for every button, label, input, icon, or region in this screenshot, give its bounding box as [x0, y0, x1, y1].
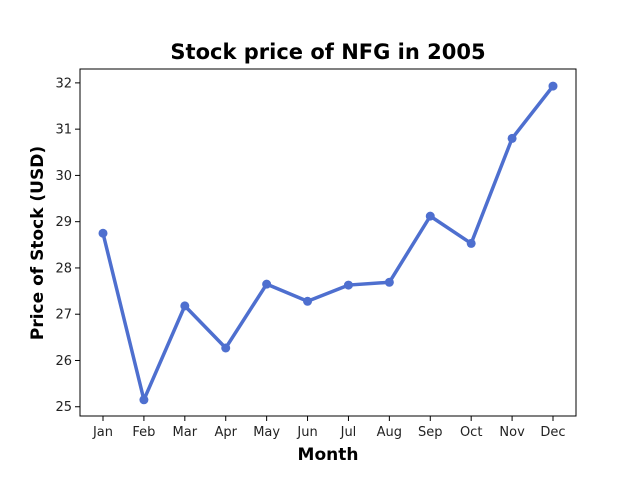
x-tick-label: Dec [540, 425, 565, 440]
data-point [466, 238, 476, 248]
data-point [425, 211, 435, 221]
x-tick-label: Jan [92, 425, 113, 440]
x-tick-label: Sep [418, 425, 443, 440]
data-point [548, 81, 558, 91]
y-tick-label: 31 [55, 123, 72, 138]
x-tick-label: Jul [340, 425, 357, 440]
y-tick-label: 25 [55, 400, 72, 415]
data-point [507, 133, 517, 143]
x-tick-label: Feb [132, 425, 155, 440]
y-axis-label: Price of Stock (USD) [28, 146, 48, 340]
x-tick-label: Jun [296, 425, 317, 440]
y-tick-label: 30 [55, 169, 72, 184]
x-tick-label: Nov [499, 425, 525, 440]
data-point [262, 279, 272, 289]
data-point [139, 395, 149, 405]
x-tick-label: May [253, 425, 280, 440]
x-tick-label: Apr [214, 425, 237, 440]
x-tick-label: Aug [377, 425, 402, 440]
x-axis-label: Month [298, 445, 359, 465]
data-point [180, 301, 190, 311]
data-point [221, 343, 231, 353]
data-point [98, 228, 108, 238]
y-tick-label: 26 [55, 354, 72, 369]
data-point [384, 277, 394, 287]
y-tick-label: 28 [55, 261, 72, 276]
x-tick-label: Mar [173, 425, 198, 440]
plot-frame [79, 68, 577, 417]
chart-title: Stock price of NFG in 2005 [170, 40, 485, 64]
data-point [303, 296, 313, 306]
y-tick-label: 29 [55, 215, 72, 230]
y-tick-label: 27 [55, 308, 72, 323]
x-tick-label: Oct [460, 425, 482, 440]
data-point [343, 280, 353, 290]
y-tick-label: 32 [55, 76, 72, 91]
series-line [101, 84, 555, 402]
plot-area: Jan Feb Mar Apr May Jun Jul Aug Sep Oct Nov Dec 25 26… [55, 68, 577, 440]
